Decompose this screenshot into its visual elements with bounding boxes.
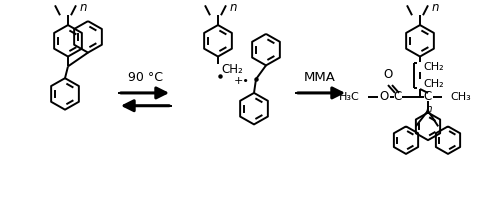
Text: CH₂: CH₂ bbox=[423, 79, 444, 89]
Text: CH₂: CH₂ bbox=[423, 62, 444, 72]
Text: n: n bbox=[230, 1, 237, 14]
Text: O: O bbox=[380, 90, 388, 103]
Text: MMA: MMA bbox=[304, 71, 336, 84]
Text: H₃C: H₃C bbox=[339, 92, 360, 102]
Text: n: n bbox=[432, 1, 440, 14]
Text: n: n bbox=[80, 1, 88, 14]
Text: 90 °C: 90 °C bbox=[128, 71, 162, 84]
Text: CH₃: CH₃ bbox=[450, 92, 471, 102]
Text: C: C bbox=[394, 90, 402, 103]
Text: O: O bbox=[384, 68, 392, 81]
Text: C: C bbox=[424, 90, 432, 103]
Text: +•: +• bbox=[234, 76, 250, 86]
Text: n: n bbox=[426, 104, 432, 114]
Text: CH₂: CH₂ bbox=[221, 63, 243, 76]
